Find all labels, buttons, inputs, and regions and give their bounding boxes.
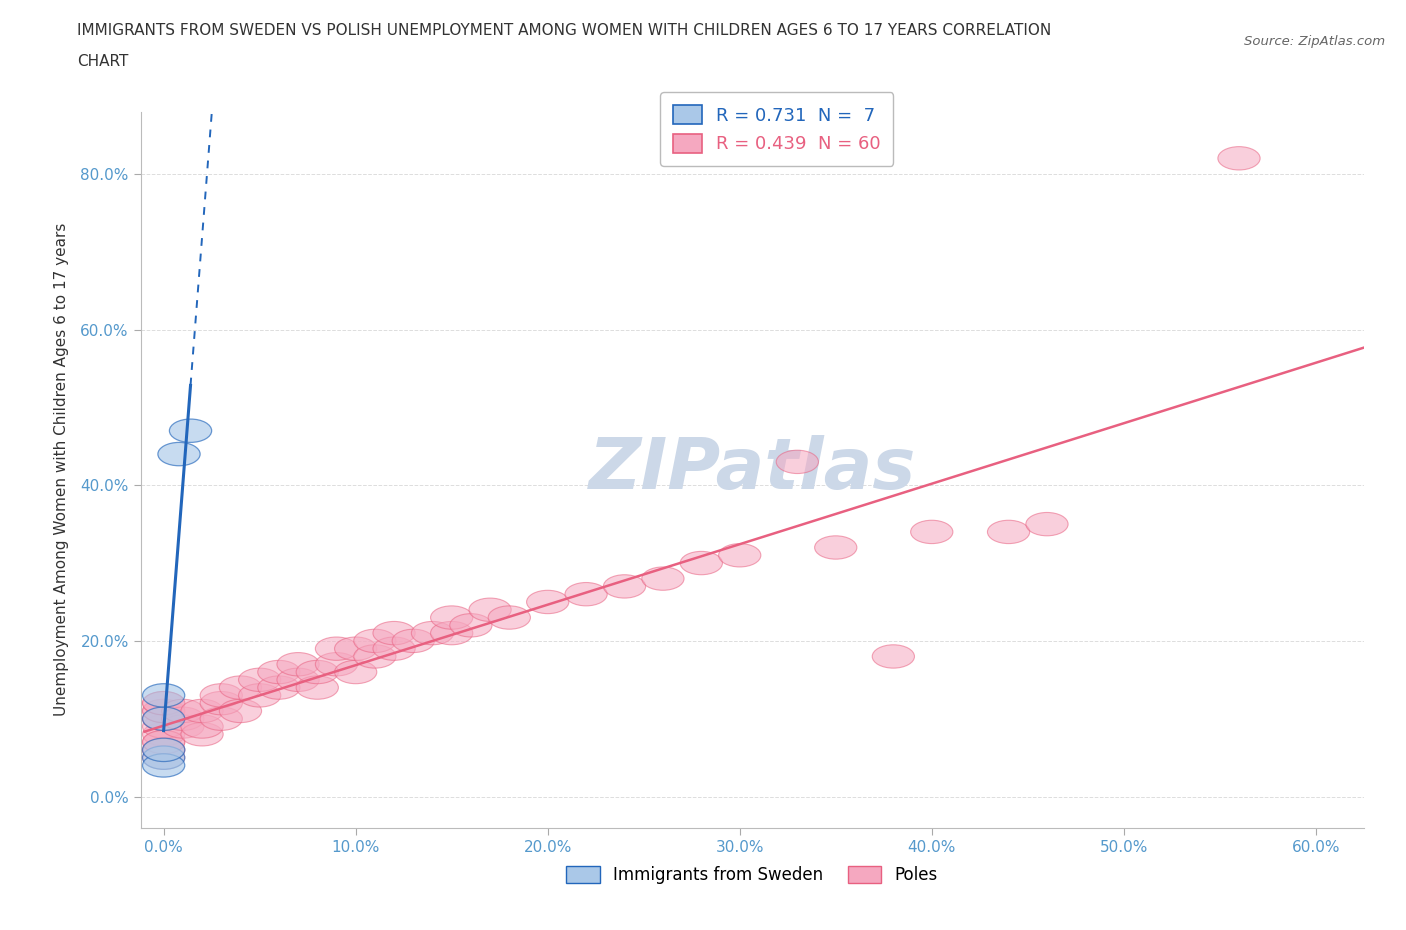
Ellipse shape — [142, 699, 184, 723]
Ellipse shape — [354, 644, 396, 668]
Ellipse shape — [430, 605, 472, 630]
Ellipse shape — [142, 730, 184, 753]
Ellipse shape — [239, 684, 281, 707]
Ellipse shape — [157, 443, 200, 466]
Ellipse shape — [641, 567, 685, 591]
Ellipse shape — [142, 738, 184, 762]
Ellipse shape — [1218, 147, 1260, 170]
Text: Source: ZipAtlas.com: Source: ZipAtlas.com — [1244, 35, 1385, 48]
Ellipse shape — [872, 644, 914, 668]
Ellipse shape — [219, 676, 262, 699]
Ellipse shape — [315, 653, 357, 676]
Ellipse shape — [1026, 512, 1069, 536]
Ellipse shape — [142, 707, 184, 730]
Ellipse shape — [335, 660, 377, 684]
Ellipse shape — [814, 536, 856, 559]
Ellipse shape — [142, 707, 184, 730]
Ellipse shape — [142, 746, 184, 769]
Ellipse shape — [430, 621, 472, 644]
Ellipse shape — [911, 520, 953, 544]
Ellipse shape — [681, 551, 723, 575]
Text: CHART: CHART — [77, 54, 129, 69]
Ellipse shape — [219, 699, 262, 723]
Ellipse shape — [412, 621, 454, 644]
Ellipse shape — [373, 621, 415, 644]
Ellipse shape — [142, 738, 184, 762]
Ellipse shape — [257, 676, 299, 699]
Ellipse shape — [297, 660, 339, 684]
Ellipse shape — [488, 605, 530, 630]
Ellipse shape — [257, 660, 299, 684]
Ellipse shape — [142, 707, 184, 730]
Ellipse shape — [718, 544, 761, 567]
Ellipse shape — [142, 746, 184, 769]
Text: IMMIGRANTS FROM SWEDEN VS POLISH UNEMPLOYMENT AMONG WOMEN WITH CHILDREN AGES 6 T: IMMIGRANTS FROM SWEDEN VS POLISH UNEMPLO… — [77, 23, 1052, 38]
Ellipse shape — [142, 692, 184, 715]
Ellipse shape — [162, 715, 204, 738]
Ellipse shape — [470, 598, 512, 621]
Ellipse shape — [200, 684, 242, 707]
Text: ZIPatlas: ZIPatlas — [589, 435, 915, 504]
Ellipse shape — [142, 684, 184, 707]
Ellipse shape — [142, 715, 184, 738]
Ellipse shape — [277, 668, 319, 692]
Ellipse shape — [527, 591, 569, 614]
Ellipse shape — [297, 676, 339, 699]
Y-axis label: Unemployment Among Women with Children Ages 6 to 17 years: Unemployment Among Women with Children A… — [55, 223, 69, 716]
Ellipse shape — [142, 699, 184, 723]
Ellipse shape — [181, 723, 224, 746]
Ellipse shape — [200, 692, 242, 715]
Ellipse shape — [565, 582, 607, 605]
Legend: Immigrants from Sweden, Poles: Immigrants from Sweden, Poles — [560, 859, 945, 891]
Ellipse shape — [181, 699, 224, 723]
Ellipse shape — [169, 419, 212, 443]
Ellipse shape — [142, 692, 184, 715]
Ellipse shape — [392, 630, 434, 653]
Ellipse shape — [315, 637, 357, 660]
Ellipse shape — [335, 637, 377, 660]
Ellipse shape — [200, 707, 242, 730]
Ellipse shape — [603, 575, 645, 598]
Ellipse shape — [776, 450, 818, 473]
Ellipse shape — [987, 520, 1029, 544]
Ellipse shape — [239, 668, 281, 692]
Ellipse shape — [181, 715, 224, 738]
Ellipse shape — [142, 730, 184, 753]
Ellipse shape — [354, 630, 396, 653]
Ellipse shape — [373, 637, 415, 660]
Ellipse shape — [162, 707, 204, 730]
Ellipse shape — [162, 699, 204, 723]
Ellipse shape — [450, 614, 492, 637]
Ellipse shape — [142, 738, 184, 762]
Ellipse shape — [142, 753, 184, 777]
Ellipse shape — [142, 723, 184, 746]
Ellipse shape — [277, 653, 319, 676]
